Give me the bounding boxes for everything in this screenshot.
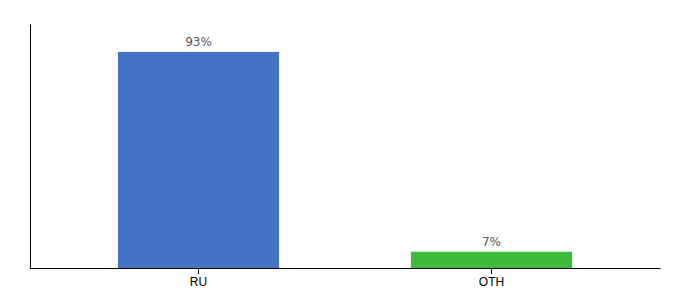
x-tick: RU bbox=[190, 268, 207, 289]
x-axis-line bbox=[31, 268, 661, 269]
plot: RU OTH 93% 7% bbox=[31, 25, 661, 289]
x-tick-label: RU bbox=[190, 275, 207, 289]
y-axis bbox=[30, 25, 31, 269]
bar bbox=[118, 52, 279, 268]
chart-svg: RU OTH 93% 7% bbox=[0, 0, 680, 300]
x-tick: OTH bbox=[479, 268, 504, 289]
x-axis: RU OTH bbox=[31, 268, 661, 289]
bars bbox=[118, 52, 572, 268]
x-tick-mark bbox=[491, 268, 492, 274]
data-label: 7% bbox=[482, 235, 501, 249]
data-label: 93% bbox=[185, 35, 212, 49]
bar bbox=[411, 252, 572, 268]
x-tick-mark bbox=[198, 268, 199, 274]
y-axis-line bbox=[30, 25, 31, 269]
x-tick-label: OTH bbox=[479, 275, 504, 289]
chart-container: RU OTH 93% 7% bbox=[0, 0, 680, 300]
data-labels: 93% 7% bbox=[185, 35, 501, 249]
